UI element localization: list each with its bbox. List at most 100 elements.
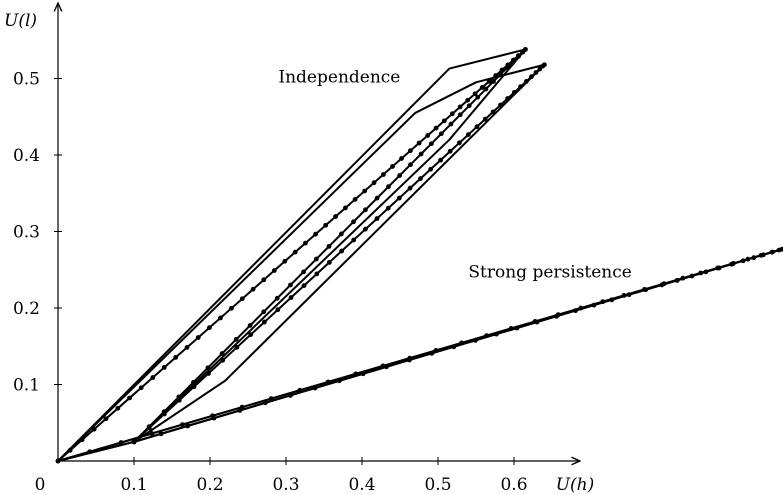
data-point: [406, 357, 412, 363]
data-point: [466, 103, 472, 109]
data-point: [745, 256, 751, 262]
y-tick-label: 0.4: [13, 146, 40, 166]
data-point: [233, 336, 239, 342]
data-point: [483, 86, 489, 92]
data-point: [457, 104, 463, 110]
data-point: [158, 431, 164, 437]
data-point: [486, 78, 492, 84]
data-point: [173, 354, 179, 360]
annotation-strong-persistence: Strong persistence: [468, 262, 631, 282]
data-point: [131, 439, 137, 445]
data-point: [776, 247, 782, 253]
data-point: [621, 293, 627, 298]
data-point: [428, 141, 434, 147]
data-point: [433, 125, 439, 131]
data-point: [338, 231, 344, 237]
data-point: [523, 78, 529, 84]
data-point: [261, 319, 267, 325]
data-point: [573, 308, 578, 314]
data-point: [510, 59, 516, 64]
data-point: [516, 53, 521, 59]
origin-label: 0: [35, 475, 46, 495]
data-point: [448, 121, 454, 127]
data-point: [518, 84, 523, 90]
data-point: [499, 67, 505, 73]
data-point: [161, 411, 167, 417]
x-tick-label: 0.3: [272, 475, 299, 495]
data-point: [729, 261, 734, 267]
data-point: [451, 344, 457, 350]
x-tick-label: 0.4: [348, 475, 375, 495]
data-point: [504, 65, 510, 70]
data-point: [491, 78, 496, 84]
data-point: [380, 172, 386, 177]
data-point: [429, 350, 435, 356]
data-point: [313, 231, 319, 237]
data-point: [268, 396, 274, 402]
data-point: [482, 116, 488, 122]
data-point: [459, 340, 464, 346]
data-point: [385, 205, 391, 211]
data-point: [407, 185, 413, 191]
data-point: [703, 269, 709, 275]
data-point: [578, 305, 584, 311]
data-point: [534, 319, 540, 325]
x-axis-title: U(h): [556, 475, 595, 495]
data-point: [591, 302, 597, 308]
data-point: [339, 248, 345, 254]
data-point: [288, 282, 293, 288]
y-tick-label: 0.3: [13, 223, 40, 243]
data-point: [529, 74, 534, 80]
data-point: [191, 384, 197, 390]
data-point: [447, 148, 453, 154]
data-point: [195, 335, 201, 340]
data-point: [261, 277, 267, 283]
data-point: [408, 162, 413, 168]
data-point: [449, 111, 455, 117]
data-point: [472, 91, 478, 97]
data-point: [514, 325, 520, 331]
data-point: [234, 344, 240, 350]
data-point: [484, 333, 490, 339]
data-point: [287, 392, 293, 398]
data-point: [390, 164, 395, 169]
data-point: [438, 157, 443, 163]
data-point: [659, 282, 665, 288]
data-point: [303, 240, 308, 246]
data-point: [751, 255, 757, 261]
data-point: [600, 299, 606, 305]
data-point: [643, 287, 649, 293]
data-point: [362, 188, 368, 194]
data-point: [176, 397, 182, 403]
data-point: [416, 140, 422, 146]
x-tick-label: 0.2: [196, 475, 223, 495]
data-point: [428, 166, 434, 172]
x-tick-label: 0.5: [424, 475, 451, 495]
data-point: [91, 426, 97, 432]
data-point: [457, 140, 462, 146]
series-line-2: [57, 63, 545, 462]
data-point: [323, 222, 329, 228]
data-point: [498, 102, 503, 108]
series-line-6: [57, 48, 527, 462]
data-point: [433, 348, 439, 353]
data-point: [438, 131, 444, 137]
data-point: [523, 47, 528, 52]
data-point: [689, 273, 695, 279]
data-point: [115, 405, 121, 411]
data-point: [288, 295, 294, 300]
data-point: [67, 447, 73, 453]
data-point: [297, 387, 303, 393]
x-tick-label: 0.1: [120, 475, 147, 495]
data-point: [397, 173, 403, 178]
data-point: [698, 270, 704, 276]
data-point: [490, 109, 496, 115]
data-point: [239, 296, 245, 302]
data-point: [494, 331, 499, 337]
data-point: [371, 180, 377, 186]
data-point: [716, 265, 722, 271]
data-point: [674, 277, 680, 283]
data-point: [554, 313, 559, 319]
data-point: [508, 326, 514, 331]
